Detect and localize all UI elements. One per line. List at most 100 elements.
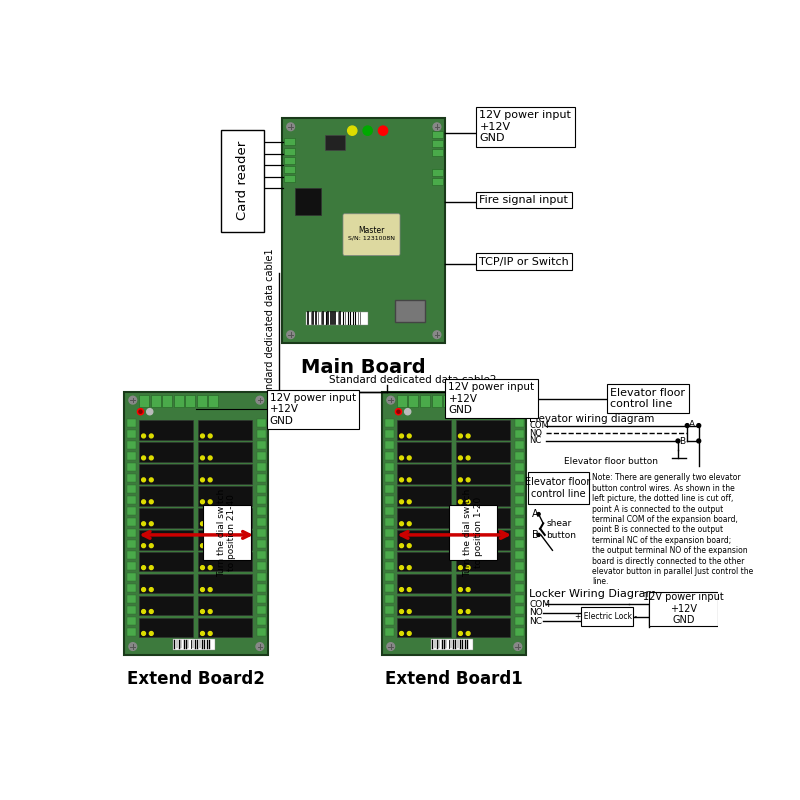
FancyBboxPatch shape bbox=[385, 540, 394, 548]
FancyBboxPatch shape bbox=[257, 606, 266, 614]
FancyBboxPatch shape bbox=[528, 472, 589, 504]
Text: shear: shear bbox=[546, 519, 571, 528]
Text: Card reader: Card reader bbox=[236, 141, 249, 220]
FancyArrowPatch shape bbox=[402, 531, 507, 538]
FancyBboxPatch shape bbox=[397, 552, 451, 571]
Circle shape bbox=[129, 642, 137, 650]
FancyBboxPatch shape bbox=[514, 540, 524, 548]
Circle shape bbox=[286, 331, 294, 338]
FancyBboxPatch shape bbox=[126, 562, 136, 570]
FancyBboxPatch shape bbox=[198, 508, 252, 527]
FancyBboxPatch shape bbox=[397, 464, 451, 484]
FancyBboxPatch shape bbox=[385, 606, 394, 614]
Circle shape bbox=[405, 409, 410, 414]
Circle shape bbox=[407, 566, 411, 570]
Text: A: A bbox=[689, 420, 695, 429]
FancyBboxPatch shape bbox=[514, 507, 524, 515]
FancyBboxPatch shape bbox=[456, 508, 510, 527]
FancyBboxPatch shape bbox=[139, 486, 194, 506]
FancyBboxPatch shape bbox=[397, 618, 451, 638]
FancyBboxPatch shape bbox=[397, 596, 451, 615]
Circle shape bbox=[142, 631, 146, 635]
FancyBboxPatch shape bbox=[126, 595, 136, 602]
FancyBboxPatch shape bbox=[139, 508, 194, 527]
FancyBboxPatch shape bbox=[456, 442, 510, 462]
FancyBboxPatch shape bbox=[257, 507, 266, 515]
FancyBboxPatch shape bbox=[514, 474, 524, 482]
Circle shape bbox=[201, 566, 205, 570]
Circle shape bbox=[407, 478, 411, 482]
Circle shape bbox=[387, 642, 394, 650]
Circle shape bbox=[458, 522, 462, 526]
FancyBboxPatch shape bbox=[257, 474, 266, 482]
FancyBboxPatch shape bbox=[285, 157, 295, 164]
Circle shape bbox=[407, 631, 411, 635]
FancyBboxPatch shape bbox=[385, 452, 394, 460]
Circle shape bbox=[142, 588, 146, 591]
Circle shape bbox=[208, 588, 212, 591]
FancyBboxPatch shape bbox=[514, 584, 524, 592]
Circle shape bbox=[400, 456, 403, 460]
Text: COM: COM bbox=[530, 600, 550, 609]
FancyBboxPatch shape bbox=[450, 505, 497, 560]
Circle shape bbox=[208, 456, 212, 460]
FancyArrowPatch shape bbox=[143, 531, 250, 538]
Text: Turn the dial switch
to position 1-20: Turn the dial switch to position 1-20 bbox=[463, 489, 483, 577]
FancyBboxPatch shape bbox=[198, 530, 252, 550]
FancyBboxPatch shape bbox=[456, 574, 510, 594]
FancyBboxPatch shape bbox=[139, 530, 194, 550]
Circle shape bbox=[400, 588, 403, 591]
FancyBboxPatch shape bbox=[139, 552, 194, 571]
FancyBboxPatch shape bbox=[514, 430, 524, 438]
FancyBboxPatch shape bbox=[257, 628, 266, 635]
FancyBboxPatch shape bbox=[397, 574, 451, 594]
FancyBboxPatch shape bbox=[385, 507, 394, 515]
FancyBboxPatch shape bbox=[514, 419, 524, 427]
Circle shape bbox=[150, 566, 154, 570]
Text: Standard dedicated data cable2: Standard dedicated data cable2 bbox=[329, 374, 497, 385]
Circle shape bbox=[400, 434, 403, 438]
Circle shape bbox=[466, 522, 470, 526]
Text: 12V power input
+12V
GND: 12V power input +12V GND bbox=[479, 110, 571, 143]
FancyBboxPatch shape bbox=[397, 442, 451, 462]
FancyBboxPatch shape bbox=[208, 394, 218, 407]
FancyBboxPatch shape bbox=[198, 464, 252, 484]
Circle shape bbox=[142, 544, 146, 548]
FancyBboxPatch shape bbox=[126, 442, 136, 449]
FancyBboxPatch shape bbox=[385, 551, 394, 558]
Circle shape bbox=[208, 566, 212, 570]
FancyBboxPatch shape bbox=[431, 394, 442, 407]
Circle shape bbox=[400, 631, 403, 635]
FancyBboxPatch shape bbox=[126, 474, 136, 482]
Circle shape bbox=[150, 631, 154, 635]
FancyBboxPatch shape bbox=[432, 130, 443, 138]
Text: NC: NC bbox=[530, 617, 542, 626]
FancyBboxPatch shape bbox=[514, 595, 524, 602]
FancyBboxPatch shape bbox=[385, 496, 394, 504]
Text: Elevator floor button: Elevator floor button bbox=[564, 458, 658, 466]
Circle shape bbox=[201, 478, 205, 482]
Circle shape bbox=[150, 610, 154, 614]
Circle shape bbox=[458, 588, 462, 591]
FancyBboxPatch shape bbox=[514, 628, 524, 635]
Circle shape bbox=[150, 456, 154, 460]
FancyBboxPatch shape bbox=[285, 138, 295, 146]
Text: COM: COM bbox=[530, 421, 549, 430]
Circle shape bbox=[400, 610, 403, 614]
Circle shape bbox=[458, 544, 462, 548]
Circle shape bbox=[150, 544, 154, 548]
Circle shape bbox=[142, 566, 146, 570]
Circle shape bbox=[466, 456, 470, 460]
Circle shape bbox=[466, 500, 470, 504]
FancyBboxPatch shape bbox=[203, 505, 250, 560]
FancyBboxPatch shape bbox=[126, 606, 136, 614]
FancyBboxPatch shape bbox=[514, 551, 524, 558]
FancyBboxPatch shape bbox=[409, 394, 418, 407]
FancyBboxPatch shape bbox=[385, 419, 394, 427]
FancyBboxPatch shape bbox=[514, 463, 524, 471]
Text: Locker Wiring Diagram: Locker Wiring Diagram bbox=[530, 589, 657, 598]
Circle shape bbox=[395, 409, 402, 414]
FancyBboxPatch shape bbox=[139, 618, 194, 638]
Circle shape bbox=[433, 123, 441, 130]
FancyBboxPatch shape bbox=[126, 584, 136, 592]
